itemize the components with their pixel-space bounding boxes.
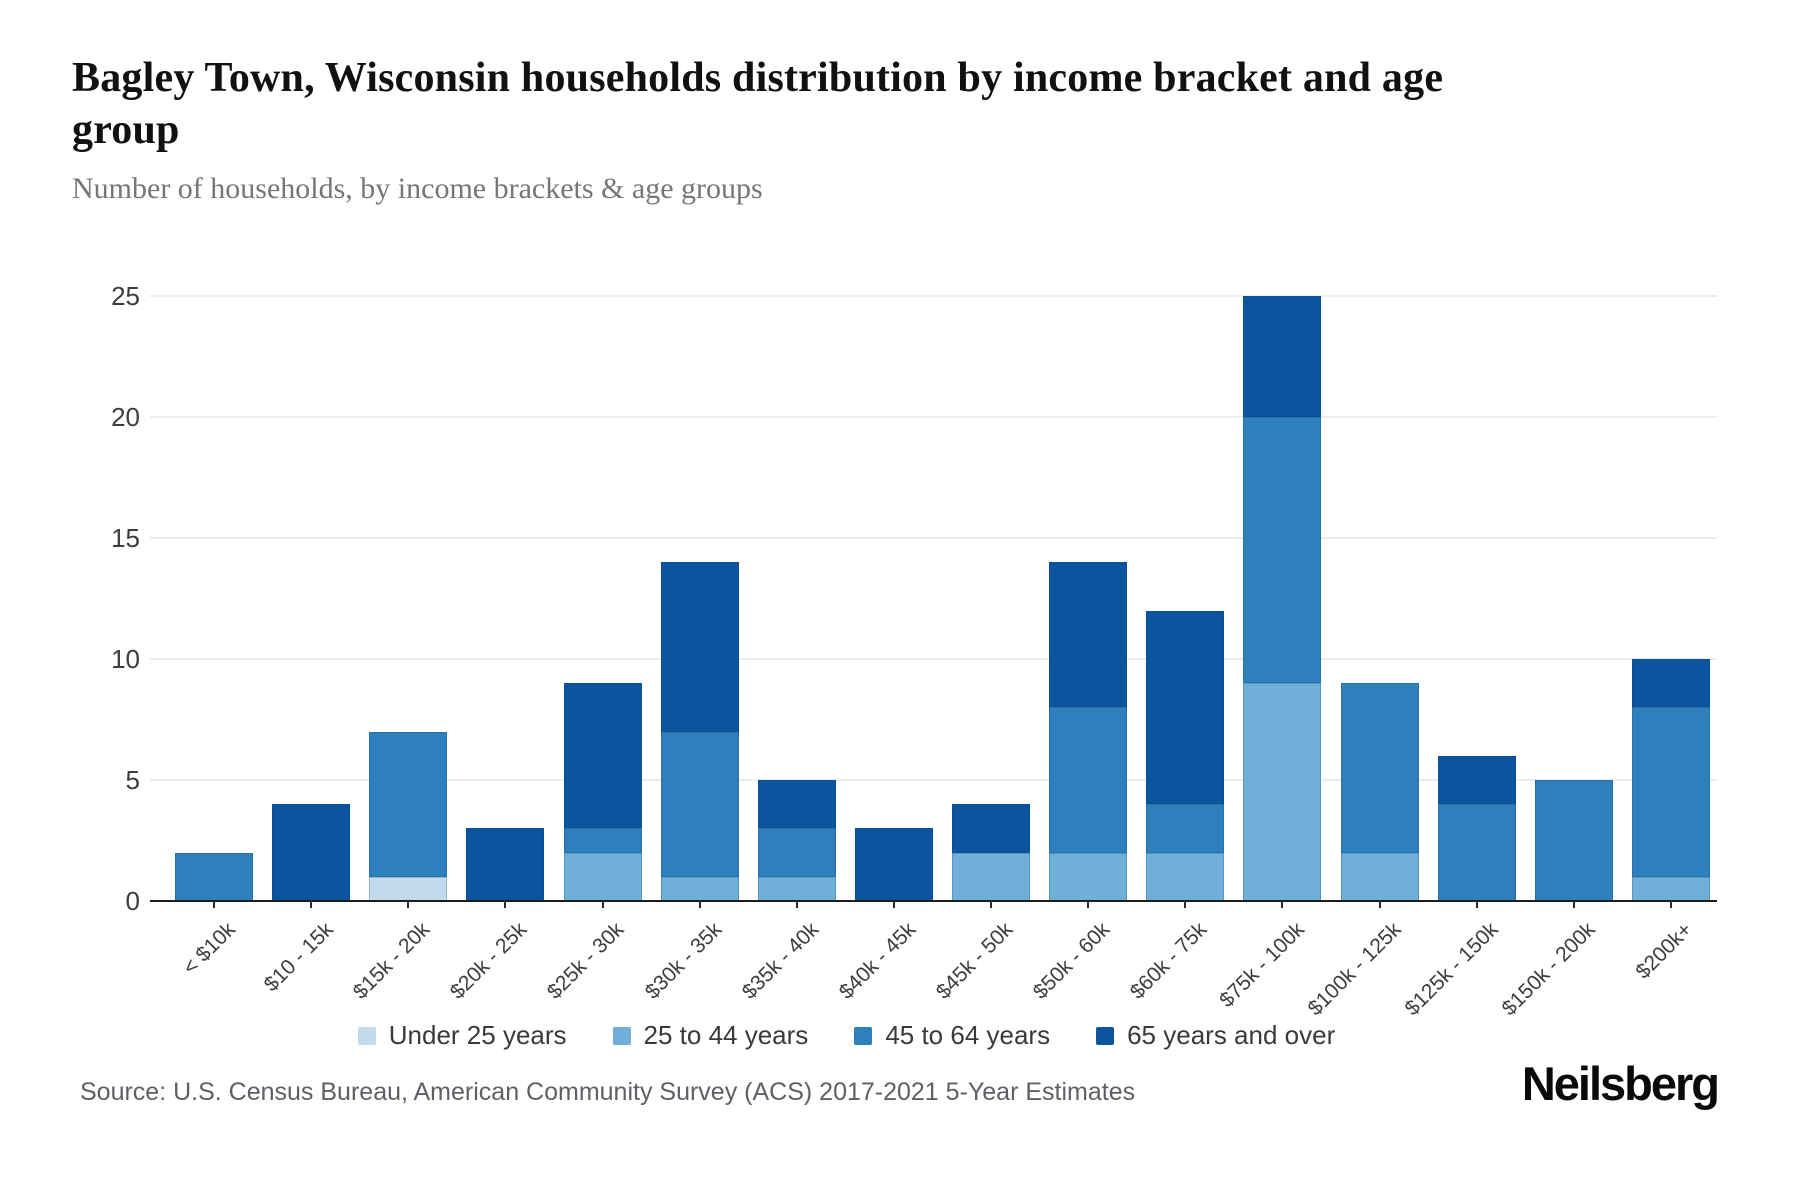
x-axis-label: $75k - 100k bbox=[1214, 918, 1309, 1012]
bar-segment[interactable] bbox=[757, 876, 836, 901]
x-tick bbox=[310, 901, 313, 908]
bar-segment[interactable] bbox=[1243, 417, 1322, 684]
gridline-15 bbox=[150, 537, 1717, 539]
x-tick bbox=[698, 901, 701, 908]
bar-segment[interactable] bbox=[1437, 755, 1516, 805]
x-tick bbox=[1184, 901, 1187, 908]
x-axis-label: $45k - 50k bbox=[931, 918, 1018, 1004]
x-axis-label: $35k - 40k bbox=[737, 918, 824, 1004]
bar-segment[interactable] bbox=[1534, 780, 1613, 901]
bar-segment[interactable] bbox=[660, 562, 739, 732]
legend-label: 45 to 64 years bbox=[885, 1020, 1051, 1050]
x-axis-label: $60k - 75k bbox=[1125, 918, 1212, 1004]
x-axis-label: < $10k bbox=[178, 918, 241, 980]
bar-segment[interactable] bbox=[660, 731, 739, 877]
x-tick bbox=[990, 901, 993, 908]
bar-segment[interactable] bbox=[369, 876, 448, 901]
bar-segment[interactable] bbox=[1340, 852, 1419, 901]
x-axis-label: $30k - 35k bbox=[640, 918, 726, 1004]
x-tick bbox=[504, 901, 507, 908]
bar-segment[interactable] bbox=[563, 852, 642, 901]
legend-label: Under 25 years bbox=[388, 1020, 567, 1050]
legend-swatch-icon bbox=[854, 1026, 873, 1045]
bar-segment[interactable] bbox=[854, 828, 933, 901]
bar-segment[interactable] bbox=[1049, 707, 1128, 853]
x-tick bbox=[892, 901, 895, 908]
bar-segment[interactable] bbox=[1243, 683, 1322, 901]
gridline-20 bbox=[150, 416, 1717, 418]
bar-segment[interactable] bbox=[1437, 804, 1516, 901]
bar-segment[interactable] bbox=[1049, 852, 1128, 901]
chart-title: Bagley Town, Wisconsin households distri… bbox=[72, 55, 1444, 154]
x-axis-label: $10 - 15k bbox=[259, 918, 338, 997]
y-tick-label: 10 bbox=[111, 644, 140, 674]
legend-label: 65 years and over bbox=[1127, 1020, 1336, 1050]
x-axis-label: $25k - 30k bbox=[543, 918, 629, 1004]
x-tick bbox=[1378, 901, 1381, 908]
x-tick bbox=[1281, 901, 1284, 908]
bar-segment[interactable] bbox=[1340, 683, 1419, 853]
bar-segment[interactable] bbox=[1049, 562, 1128, 708]
bar-segment[interactable] bbox=[175, 852, 253, 901]
legend-swatch-icon bbox=[357, 1026, 376, 1045]
x-axis-label: $15k - 20k bbox=[348, 918, 435, 1004]
x-tick bbox=[1087, 901, 1090, 908]
gridline-10 bbox=[150, 658, 1717, 660]
x-axis-label: $150k - 200k bbox=[1497, 918, 1601, 1021]
x-axis-label: $40k - 45k bbox=[834, 918, 921, 1004]
x-tick bbox=[1572, 901, 1575, 908]
x-axis-label: $200k+ bbox=[1631, 918, 1698, 984]
legend: Under 25 years 25 to 44 years 45 to 64 yea… bbox=[0, 1020, 1693, 1051]
bar-segment[interactable] bbox=[1146, 610, 1225, 805]
bar-segment[interactable] bbox=[757, 828, 836, 877]
legend-label: 25 to 44 years bbox=[643, 1020, 809, 1050]
x-tick bbox=[795, 901, 798, 908]
y-tick-label: 5 bbox=[125, 765, 140, 795]
y-tick-label: 25 bbox=[111, 281, 140, 311]
x-axis-line bbox=[150, 900, 1717, 902]
bar-segment[interactable] bbox=[466, 828, 545, 901]
x-tick bbox=[1669, 901, 1672, 908]
chart-subtitle: Number of households, by income brackets… bbox=[72, 172, 763, 205]
legend-swatch-icon bbox=[612, 1026, 631, 1045]
x-axis-label: $20k - 25k bbox=[446, 918, 532, 1004]
x-tick bbox=[213, 901, 215, 908]
legend-item[interactable]: 45 to 64 years bbox=[854, 1020, 1050, 1051]
gridline-25 bbox=[150, 295, 1717, 297]
bar-segment[interactable] bbox=[757, 780, 836, 829]
bar-segment[interactable] bbox=[1631, 707, 1710, 877]
bar-segment[interactable] bbox=[952, 852, 1031, 901]
bar-segment[interactable] bbox=[1146, 804, 1225, 853]
y-tick-label: 0 bbox=[125, 886, 140, 916]
gridline-5 bbox=[150, 779, 1717, 781]
bar-segment[interactable] bbox=[563, 828, 642, 853]
bar-segment[interactable] bbox=[1243, 296, 1322, 417]
y-tick-label: 15 bbox=[111, 523, 140, 553]
bar-segment[interactable] bbox=[369, 731, 448, 877]
bar-segment[interactable] bbox=[952, 804, 1031, 853]
x-axis-label: $50k - 60k bbox=[1028, 918, 1115, 1004]
bar-segment[interactable] bbox=[1631, 876, 1710, 901]
y-tick-label: 20 bbox=[111, 402, 140, 432]
x-tick bbox=[407, 901, 410, 908]
bar-segment[interactable] bbox=[1631, 659, 1710, 708]
x-tick bbox=[1475, 901, 1478, 908]
legend-item[interactable]: 25 to 44 years bbox=[612, 1020, 809, 1051]
x-tick bbox=[601, 901, 604, 908]
brand-logo: Neilsberg bbox=[1521, 1057, 1720, 1110]
legend-item[interactable]: 65 years and over bbox=[1096, 1020, 1335, 1051]
x-axis-label: $125k - 150k bbox=[1400, 918, 1503, 1021]
source-text: Source: U.S. Census Bureau, American Com… bbox=[80, 1078, 1136, 1106]
legend-item[interactable]: Under 25 years bbox=[357, 1020, 567, 1051]
x-axis-label: $100k - 125k bbox=[1303, 918, 1406, 1021]
legend-swatch-icon bbox=[1096, 1026, 1115, 1045]
bar-segment[interactable] bbox=[563, 683, 642, 829]
bar-segment[interactable] bbox=[660, 876, 739, 901]
bar-segment[interactable] bbox=[1146, 852, 1225, 901]
bar-segment[interactable] bbox=[272, 804, 351, 901]
